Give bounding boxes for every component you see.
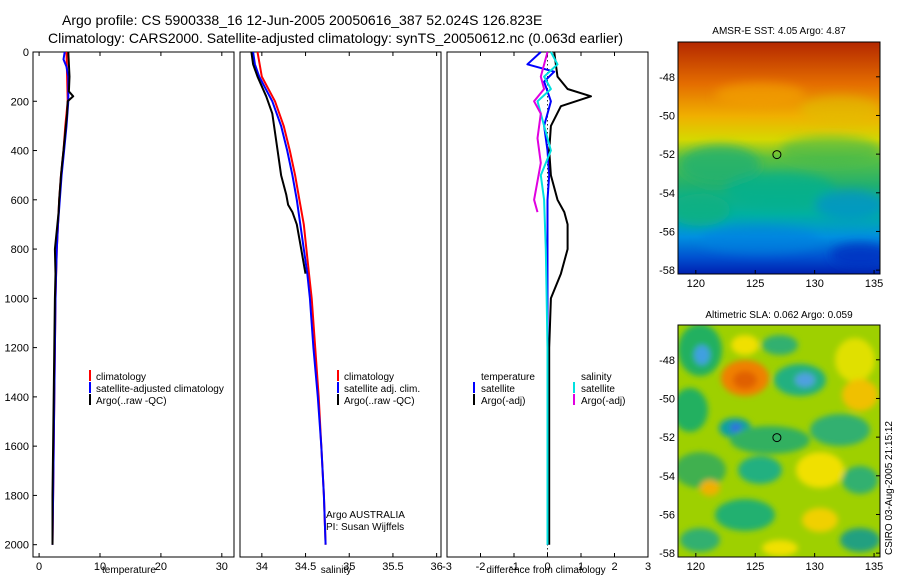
legend-label-climatology: climatology bbox=[344, 372, 394, 383]
map-x-tick-label: 120 bbox=[687, 561, 705, 573]
salinity-chart: 34 34.5 35 35.5 36 salinity climatology sate… bbox=[239, 51, 443, 576]
x-tick-label: 34 bbox=[256, 561, 268, 573]
x-tick-label: 0 bbox=[544, 561, 550, 573]
y-tick-label: 1200 bbox=[5, 343, 29, 355]
temperature-axes-frame bbox=[32, 51, 235, 558]
sst-map-frame bbox=[677, 41, 881, 275]
series-line-argo-raw-qc- bbox=[250, 51, 307, 274]
y-tick-label: 600 bbox=[11, 195, 29, 207]
x-tick-label: -2 bbox=[476, 561, 486, 573]
y-tick-label: 1000 bbox=[5, 293, 29, 305]
legend-label-sal-argo: Argo(-adj) bbox=[581, 396, 625, 407]
x-tick-label: 10 bbox=[94, 561, 106, 573]
y-tick-label: 1600 bbox=[5, 441, 29, 453]
y-tick-label: 800 bbox=[11, 244, 29, 256]
salinity-xlabel: salinity bbox=[321, 565, 352, 576]
legend-label-temp-argo: Argo(-adj) bbox=[481, 396, 525, 407]
map-x-tick-label: 120 bbox=[687, 278, 705, 290]
y-tick-label: 400 bbox=[11, 146, 29, 158]
map-y-tick-label: -50 bbox=[659, 110, 675, 122]
sst-map: AMSR-E SST: 4.05 Argo: 4.87 120 125 130 135… bbox=[659, 26, 883, 290]
map-y-tick-label: -58 bbox=[659, 265, 675, 277]
sst-field-texture bbox=[678, 83, 880, 267]
map-y-tick-label: -52 bbox=[659, 432, 675, 444]
sst-argo-position-marker bbox=[772, 150, 782, 160]
x-tick-label: 3 bbox=[645, 561, 651, 573]
map-x-tick-label: 125 bbox=[746, 278, 764, 290]
x-tick-label: 1 bbox=[578, 561, 584, 573]
map-y-tick-label: -56 bbox=[659, 226, 675, 238]
x-tick-label: 20 bbox=[155, 561, 167, 573]
series-line-argo-raw-qc- bbox=[51, 51, 75, 545]
series-line-temperature-argo-adj- bbox=[548, 51, 592, 545]
salinity-note-line2: PI: Susan Wijffels bbox=[326, 522, 404, 533]
map-x-tick-label: 130 bbox=[805, 561, 823, 573]
legend-title-salinity: salinity bbox=[581, 372, 612, 383]
y-tick-label: 1800 bbox=[5, 490, 29, 502]
map-y-tick-label: -52 bbox=[659, 149, 675, 161]
salinity-axes-frame bbox=[239, 51, 442, 558]
map-y-tick-label: -48 bbox=[659, 355, 675, 367]
header-line1: Argo profile: CS 5900338_16 12-Jun-2005 … bbox=[62, 12, 542, 28]
x-tick-label: -1 bbox=[509, 561, 519, 573]
map-x-tick-label: 130 bbox=[805, 278, 823, 290]
legend-title-temperature: temperature bbox=[481, 372, 535, 383]
y-tick-label: 200 bbox=[11, 96, 29, 108]
temperature-legend: climatology satellite-adjusted climatolo… bbox=[89, 370, 224, 407]
sla-argo-position-marker bbox=[772, 433, 782, 443]
sla-map: Altimetric SLA: 0.062 Argo: 0.059 bbox=[659, 310, 883, 573]
legend-label-argo: Argo(..raw -QC) bbox=[96, 396, 167, 407]
credit-stamp: CSIRO 03-Aug-2005 21:15:12 bbox=[884, 421, 895, 555]
x-tick-label: 35 bbox=[343, 561, 355, 573]
x-tick-label: 35.5 bbox=[382, 561, 403, 573]
legend-label-satellite: satellite-adjusted climatology bbox=[96, 384, 224, 395]
difference-legend: temperature satellite Argo(-adj) salinit… bbox=[473, 372, 625, 407]
legend-label-climatology: climatology bbox=[96, 372, 146, 383]
map-y-tick-label: -54 bbox=[659, 188, 675, 200]
map-y-tick-label: -48 bbox=[659, 72, 675, 84]
map-y-tick-label: -56 bbox=[659, 509, 675, 521]
salinity-legend: climatology satellite adj. clim. Argo(..… bbox=[337, 370, 420, 407]
series-line-salinity-argo-adj- bbox=[533, 51, 549, 213]
header-line2: Climatology: CARS2000. Satellite-adjuste… bbox=[48, 30, 623, 46]
sst-map-title: AMSR-E SST: 4.05 Argo: 4.87 bbox=[712, 26, 846, 37]
map-x-tick-label: 135 bbox=[865, 561, 883, 573]
salinity-note-line1: Argo AUSTRALIA bbox=[326, 510, 405, 521]
sla-field-texture bbox=[678, 325, 880, 556]
map-y-tick-label: -50 bbox=[659, 393, 675, 405]
x-tick-label: 36 bbox=[431, 561, 443, 573]
temperature-chart: 0 200 400 600 800 1000 1200 1400 1600 1800 2000 0 1… bbox=[5, 47, 235, 576]
map-x-tick-label: 135 bbox=[865, 278, 883, 290]
y-tick-label: 1400 bbox=[5, 392, 29, 404]
x-tick-label: 0 bbox=[36, 561, 42, 573]
series-line-salinity-satellite bbox=[536, 51, 559, 545]
y-tick-label: 2000 bbox=[5, 540, 29, 552]
difference-chart: -3 -2 -1 0 1 2 3 difference from climatology t… bbox=[442, 51, 651, 576]
x-tick-label: 2 bbox=[611, 561, 617, 573]
series-line-satellite bbox=[252, 51, 327, 545]
legend-label-sal-satellite: satellite bbox=[581, 384, 615, 395]
legend-label-temp-satellite: satellite bbox=[481, 384, 515, 395]
map-y-tick-label: -54 bbox=[659, 471, 675, 483]
map-x-tick-label: 125 bbox=[746, 561, 764, 573]
map-y-tick-label: -58 bbox=[659, 548, 675, 560]
legend-label-argo: Argo(..raw -QC) bbox=[344, 396, 415, 407]
x-tick-label: 30 bbox=[216, 561, 228, 573]
temperature-xlabel: temperature bbox=[102, 565, 156, 576]
y-tick-label: 0 bbox=[23, 47, 29, 59]
sla-map-title: Altimetric SLA: 0.062 Argo: 0.059 bbox=[705, 310, 853, 321]
legend-label-satellite: satellite adj. clim. bbox=[344, 384, 420, 395]
x-tick-label: -3 bbox=[442, 561, 452, 573]
difference-xlabel: difference from climatology bbox=[486, 565, 605, 576]
sla-map-frame bbox=[677, 324, 881, 558]
x-tick-label: 34.5 bbox=[295, 561, 316, 573]
